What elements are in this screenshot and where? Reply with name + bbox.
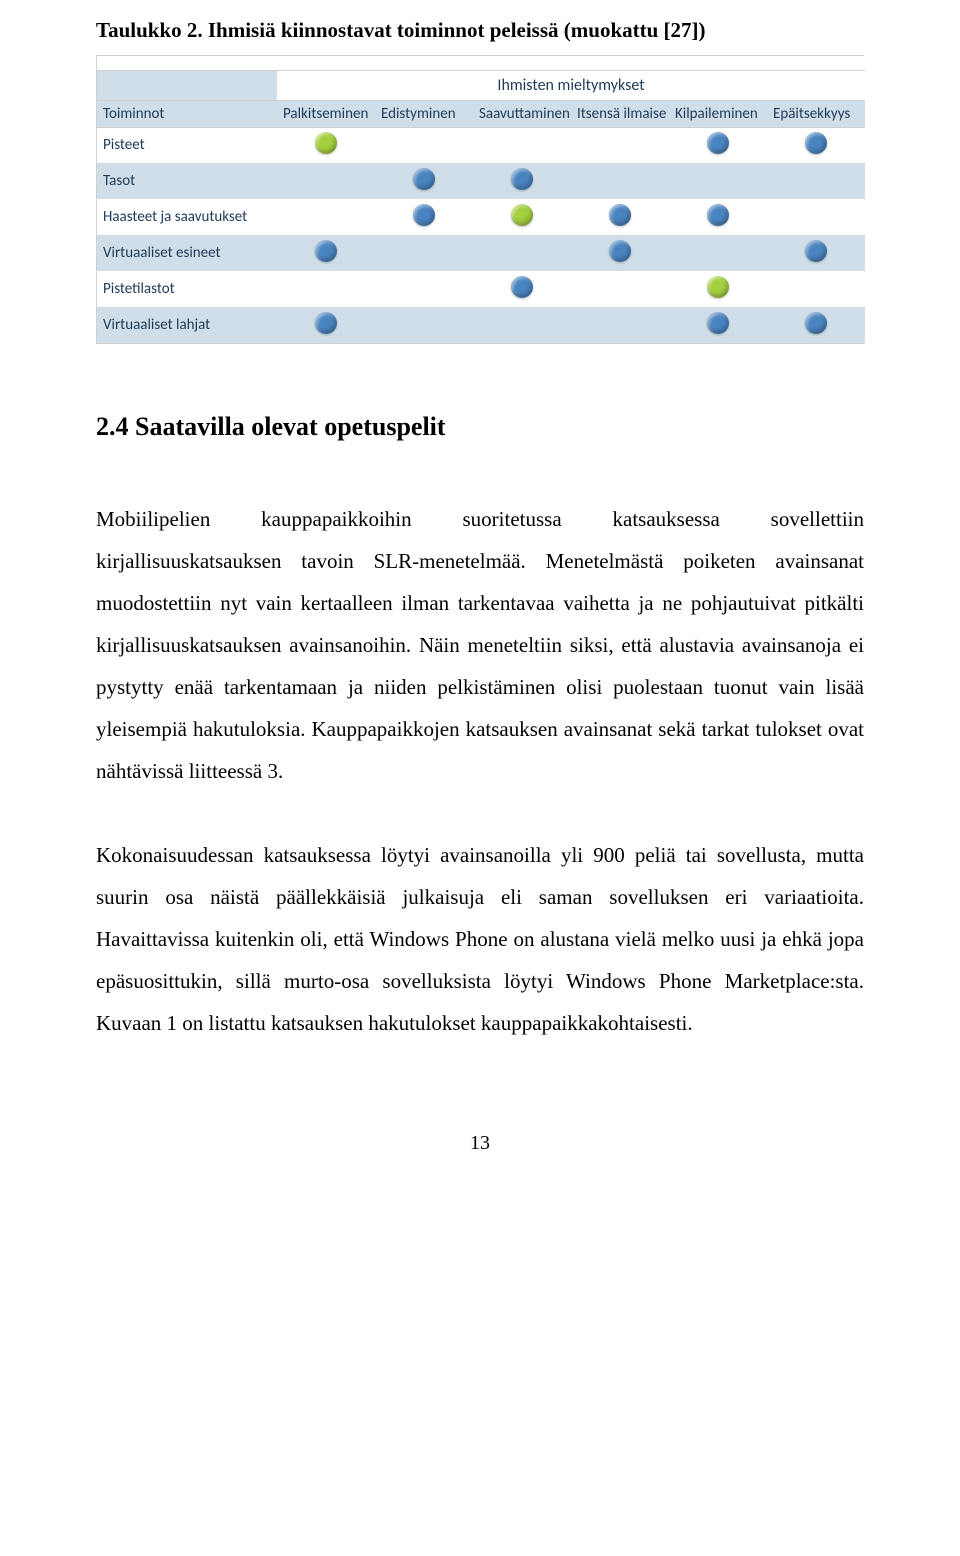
table-banner-row: Ihmisten mieltymykset <box>97 70 865 100</box>
table-cell <box>669 127 767 163</box>
body-paragraph-2: Kokonaisuudessan katsauksessa löytyi ava… <box>96 834 864 1044</box>
row-label: Haasteet ja saavutukset <box>97 199 277 235</box>
table-cell <box>375 271 473 307</box>
table-cell <box>375 307 473 343</box>
table-cell <box>571 271 669 307</box>
page-number: 13 <box>96 1132 864 1155</box>
table-caption: Taulukko 2. Ihmisiä kiinnostavat toiminn… <box>96 18 864 43</box>
column-header: Kilpaileminen <box>669 100 767 127</box>
blue-dot-icon <box>805 132 827 154</box>
column-header: Itsensä ilmaise <box>571 100 669 127</box>
blue-dot-icon <box>707 312 729 334</box>
green-dot-icon <box>511 204 533 226</box>
row-label: Tasot <box>97 163 277 199</box>
blue-dot-icon <box>511 276 533 298</box>
table-row: Virtuaaliset lahjat <box>97 307 865 343</box>
table-row: Pistetilastot <box>97 271 865 307</box>
table-cell <box>277 271 375 307</box>
table-cell <box>767 271 865 307</box>
row-header-title: Toiminnot <box>97 100 277 127</box>
column-header: Edistyminen <box>375 100 473 127</box>
row-label: Virtuaaliset lahjat <box>97 307 277 343</box>
table-cell <box>669 235 767 271</box>
table-cell <box>375 163 473 199</box>
table-cell <box>571 199 669 235</box>
table-cell <box>571 163 669 199</box>
table-cell <box>375 199 473 235</box>
green-dot-icon <box>315 132 337 154</box>
table-spacer-row <box>97 56 865 70</box>
body-paragraph-1: Mobiilipelien kauppapaikkoihin suoritetu… <box>96 498 864 792</box>
blue-dot-icon <box>609 204 631 226</box>
table-cell <box>669 163 767 199</box>
blue-dot-icon <box>707 132 729 154</box>
table-cell <box>571 235 669 271</box>
table-row: Pisteet <box>97 127 865 163</box>
preferences-table: Ihmisten mieltymyksetToiminnotPalkitsemi… <box>97 56 865 343</box>
column-header: Epäitsekkyys <box>767 100 865 127</box>
table-row: Tasot <box>97 163 865 199</box>
table-cell <box>277 307 375 343</box>
table-cell <box>473 271 571 307</box>
table-cell <box>375 235 473 271</box>
blue-dot-icon <box>413 204 435 226</box>
row-label: Pistetilastot <box>97 271 277 307</box>
table-header-row: ToiminnotPalkitseminenEdistyminenSaavutt… <box>97 100 865 127</box>
blue-dot-icon <box>707 204 729 226</box>
table-cell <box>473 235 571 271</box>
table-cell <box>277 127 375 163</box>
blue-dot-icon <box>315 240 337 262</box>
table-wrapper: Ihmisten mieltymyksetToiminnotPalkitsemi… <box>96 55 864 344</box>
table-cell <box>669 199 767 235</box>
table-cell <box>473 199 571 235</box>
table-cell <box>767 163 865 199</box>
table-cell <box>669 271 767 307</box>
column-header: Saavuttaminen <box>473 100 571 127</box>
table-cell <box>767 307 865 343</box>
table-banner-label: Ihmisten mieltymykset <box>277 70 865 100</box>
section-heading: 2.4 Saatavilla olevat opetuspelit <box>96 412 864 442</box>
table-cell <box>767 127 865 163</box>
column-header: Palkitseminen <box>277 100 375 127</box>
table-cell <box>571 307 669 343</box>
blue-dot-icon <box>609 240 631 262</box>
table-cell <box>473 307 571 343</box>
row-label: Pisteet <box>97 127 277 163</box>
table-cell <box>473 127 571 163</box>
table-cell <box>277 235 375 271</box>
table-cell <box>767 199 865 235</box>
table-cell <box>375 127 473 163</box>
table-cell <box>767 235 865 271</box>
row-label: Virtuaaliset esineet <box>97 235 277 271</box>
blue-dot-icon <box>315 312 337 334</box>
blue-dot-icon <box>511 168 533 190</box>
blue-dot-icon <box>805 312 827 334</box>
table-cell <box>571 127 669 163</box>
blue-dot-icon <box>413 168 435 190</box>
green-dot-icon <box>707 276 729 298</box>
table-cell <box>277 163 375 199</box>
table-cell <box>473 163 571 199</box>
table-cell <box>277 199 375 235</box>
table-cell <box>669 307 767 343</box>
blue-dot-icon <box>805 240 827 262</box>
table-row: Haasteet ja saavutukset <box>97 199 865 235</box>
table-row: Virtuaaliset esineet <box>97 235 865 271</box>
